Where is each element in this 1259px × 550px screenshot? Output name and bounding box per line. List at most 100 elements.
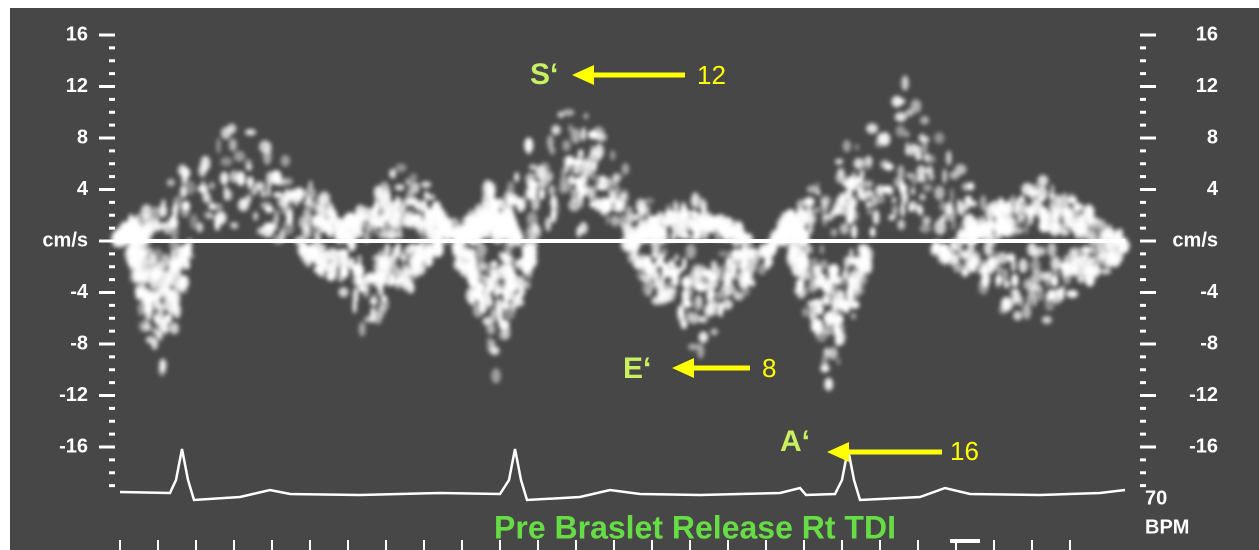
speckle <box>342 270 348 279</box>
speckle <box>561 183 573 193</box>
speckle <box>1031 269 1044 283</box>
speckle <box>859 169 865 181</box>
speckle <box>245 194 252 205</box>
speckle <box>1080 266 1093 276</box>
speckle <box>206 212 214 220</box>
speckle <box>167 274 174 286</box>
speckle <box>516 197 526 213</box>
speckle <box>924 154 936 164</box>
speckle <box>158 278 169 293</box>
speckle <box>344 218 356 234</box>
speckle <box>1077 275 1085 284</box>
speckle <box>701 269 713 277</box>
speckle <box>246 164 253 171</box>
speckle <box>593 126 605 140</box>
speckle <box>170 291 182 307</box>
speckle <box>611 173 619 187</box>
speckle <box>916 175 927 183</box>
speckle <box>539 162 550 176</box>
speckle <box>637 218 649 231</box>
speckle <box>1022 303 1032 320</box>
speckle <box>282 219 295 236</box>
speckle <box>347 259 354 270</box>
speckle <box>666 270 679 278</box>
speckle <box>581 126 586 142</box>
speckle <box>469 226 482 241</box>
speckle <box>897 219 906 231</box>
speckle <box>453 259 465 271</box>
speckle <box>468 295 477 306</box>
speckle <box>382 260 392 274</box>
speckle <box>1018 258 1028 274</box>
speckle <box>934 185 945 201</box>
speckle <box>1116 249 1124 263</box>
speckle <box>177 287 189 294</box>
speckle <box>1089 240 1101 253</box>
speckle <box>848 279 856 295</box>
speckle <box>919 116 930 125</box>
speckle <box>202 191 211 204</box>
y-axis-label: -4 <box>1200 281 1219 303</box>
speckle <box>810 318 823 331</box>
speckle <box>303 207 312 222</box>
speckle <box>489 200 497 212</box>
speckle <box>302 221 311 234</box>
speckle <box>265 171 274 187</box>
speckle <box>272 216 279 232</box>
speckle <box>697 282 709 292</box>
speckle <box>613 185 621 199</box>
speckle <box>354 277 365 285</box>
speckle <box>1062 270 1072 285</box>
speckle <box>970 224 976 236</box>
speckle <box>172 283 180 291</box>
speckle <box>414 182 420 194</box>
speckle <box>606 176 611 187</box>
speckle <box>649 228 657 238</box>
speckle <box>526 211 538 227</box>
speckle <box>801 210 808 226</box>
speckle <box>1044 275 1051 288</box>
speckle <box>1051 259 1062 270</box>
speckle <box>160 318 168 332</box>
speckle <box>280 204 288 215</box>
speckle <box>741 286 751 297</box>
speckle <box>1064 207 1074 220</box>
speckle <box>710 328 719 336</box>
speckle <box>372 254 384 262</box>
speckle <box>799 273 805 290</box>
speckle <box>610 215 619 227</box>
speckle <box>573 176 586 186</box>
speckle <box>910 143 917 151</box>
speckle <box>698 316 706 323</box>
speckle <box>766 259 774 266</box>
speckle <box>698 219 703 232</box>
speckle <box>578 196 584 209</box>
speckle <box>373 260 382 274</box>
y-axis-label: 16 <box>1196 23 1218 45</box>
speckle <box>551 124 561 136</box>
speckle <box>827 347 838 360</box>
speckle <box>431 201 442 214</box>
speckle <box>943 207 956 222</box>
speckle <box>144 300 153 314</box>
speckle <box>997 221 1008 232</box>
speckle <box>665 287 676 302</box>
speckle <box>922 136 930 143</box>
speckle <box>491 368 501 384</box>
speckle <box>485 210 491 221</box>
speckle <box>230 222 235 229</box>
annotation-label: S‘ <box>530 58 558 91</box>
speckle <box>525 191 537 201</box>
speckle <box>228 138 237 152</box>
speckle <box>158 273 170 281</box>
speckle <box>456 254 462 261</box>
speckle <box>983 241 993 256</box>
speckle <box>371 205 379 218</box>
annotation-value: 8 <box>762 353 776 383</box>
speckle <box>727 250 738 263</box>
speckle <box>475 243 487 257</box>
speckle <box>692 210 700 221</box>
speckle <box>655 259 660 269</box>
speckle <box>686 309 692 320</box>
speckle <box>211 203 223 211</box>
